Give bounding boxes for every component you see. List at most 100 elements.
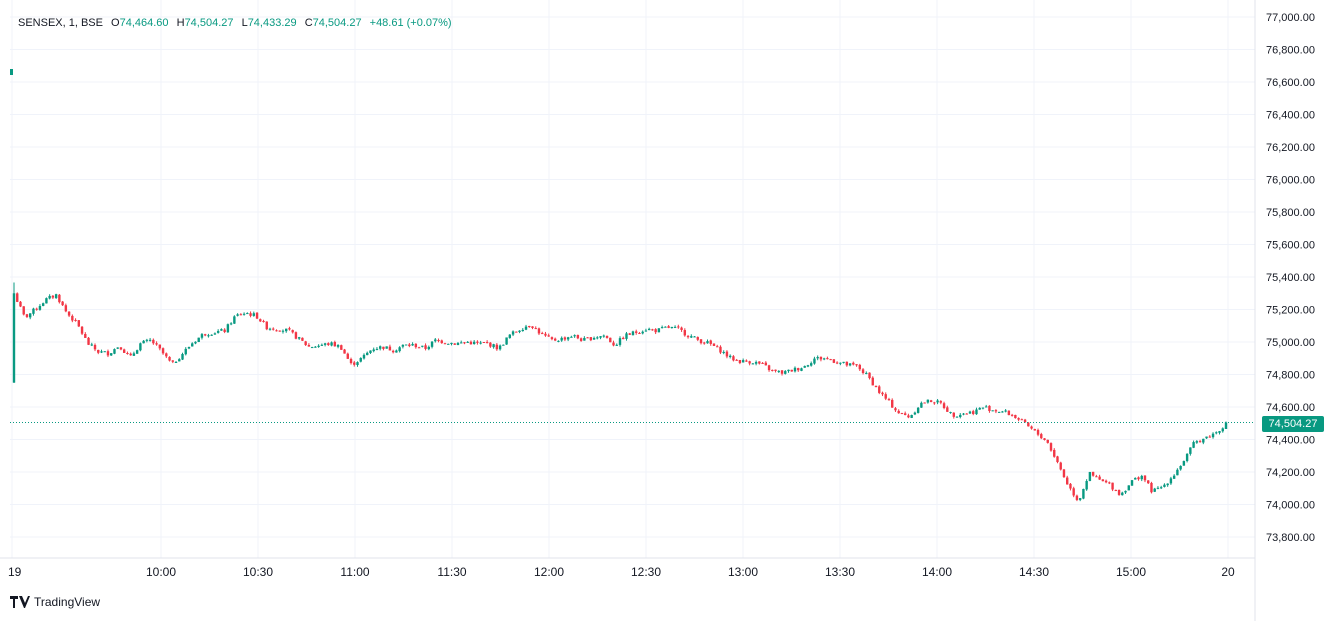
candle-body	[1205, 436, 1208, 439]
candle-body	[725, 351, 729, 357]
low-label: L	[241, 17, 248, 29]
y-tick-label: 76,800.00	[1266, 45, 1315, 57]
candle-body	[498, 345, 502, 350]
candle-body	[135, 350, 139, 354]
candle-body	[158, 344, 162, 349]
candle-body	[735, 359, 738, 361]
candle-body	[297, 337, 301, 339]
y-tick-label: 76,200.00	[1266, 142, 1315, 154]
candle-body	[871, 377, 874, 386]
candle-body	[939, 401, 943, 403]
candle-body	[981, 407, 985, 409]
y-tick-label: 74,000.00	[1266, 500, 1315, 512]
candle-body	[868, 372, 871, 379]
candle-body	[761, 362, 764, 364]
candle-body	[330, 342, 333, 346]
candle-body	[1163, 484, 1166, 487]
candle-body	[385, 346, 388, 349]
candle-body	[404, 344, 408, 346]
candle-body	[622, 337, 625, 340]
candle-body	[657, 328, 661, 333]
candle-body	[1202, 438, 1205, 443]
x-tick-label: 14:00	[922, 565, 952, 579]
high-label: H	[176, 17, 185, 29]
price-axis[interactable]: 73,800.00 74,000.00 74,200.00 74,400.00 74,6…	[1266, 12, 1315, 544]
y-tick-label: 75,000.00	[1266, 337, 1315, 349]
candle-body	[200, 334, 204, 338]
candle-body	[476, 341, 479, 343]
candle-body	[1017, 418, 1020, 420]
candle-body	[61, 301, 64, 306]
candle-body	[1134, 477, 1137, 480]
candle-body	[1127, 485, 1130, 491]
candle-body	[1014, 414, 1017, 419]
candle-body	[210, 334, 213, 336]
candle-body	[1023, 419, 1027, 423]
candle-body	[1072, 488, 1075, 496]
branding[interactable]: TradingView	[10, 595, 100, 609]
candle-body	[48, 295, 51, 299]
candle-body	[161, 348, 165, 354]
candle-body	[703, 342, 706, 344]
candle-body	[728, 355, 732, 358]
candle-body	[946, 407, 949, 412]
candle-body	[647, 328, 651, 331]
candle-body	[712, 343, 716, 346]
candle-body	[777, 370, 780, 372]
candle-body	[570, 336, 573, 338]
candle-body	[897, 410, 900, 414]
candle-body	[660, 327, 664, 329]
candle-body	[1007, 410, 1011, 416]
candle-body	[294, 332, 298, 339]
candle-body	[152, 339, 155, 344]
candle-body	[489, 342, 492, 347]
candle-body	[1172, 475, 1176, 479]
candle-body	[654, 329, 657, 333]
candle-body	[391, 350, 395, 353]
candle-body	[1010, 414, 1014, 416]
candle-body	[997, 411, 1001, 413]
candle-body	[541, 333, 544, 335]
candle-body	[398, 347, 401, 352]
candle-body	[437, 340, 440, 342]
y-tick-label: 75,800.00	[1266, 207, 1315, 219]
candle-body	[1001, 411, 1004, 413]
candle-body	[1069, 483, 1072, 489]
candle-body	[638, 333, 641, 335]
candle-body	[978, 407, 981, 410]
candle-body	[25, 314, 29, 317]
candle-body	[929, 400, 933, 402]
candle-body	[10, 69, 13, 75]
candle-body	[84, 333, 87, 338]
candle-body	[1027, 422, 1030, 427]
candle-body	[641, 331, 644, 334]
y-tick-label: 74,800.00	[1266, 370, 1315, 382]
time-axis[interactable]: 19 10:00 10:30 11:00 11:30 12:00 12:30 13:00 13:…	[8, 565, 1235, 579]
candle-body	[521, 329, 524, 332]
candle-body	[1020, 419, 1024, 421]
candle-body	[832, 359, 836, 363]
candle-body	[77, 320, 81, 327]
candle-body	[1056, 456, 1059, 463]
candle-body	[443, 343, 447, 345]
candle-body	[764, 362, 768, 366]
candle-body	[434, 339, 437, 342]
candle-body	[16, 293, 19, 302]
candle-body	[881, 392, 884, 395]
candle-body	[252, 313, 256, 316]
candle-body	[664, 326, 667, 328]
candle-body	[926, 399, 930, 403]
candle-body	[1108, 482, 1111, 484]
candle-body	[249, 313, 252, 316]
candle-body	[615, 344, 618, 346]
candle-body	[845, 361, 849, 366]
candle-body	[573, 335, 576, 337]
symbol-label[interactable]: SENSEX, 1, BSE	[18, 17, 103, 29]
candle-body	[806, 365, 810, 367]
candle-body	[372, 349, 375, 352]
candle-body	[1176, 469, 1179, 476]
candle-body	[683, 330, 687, 336]
candle-body	[809, 363, 813, 366]
candle-body	[910, 414, 913, 418]
